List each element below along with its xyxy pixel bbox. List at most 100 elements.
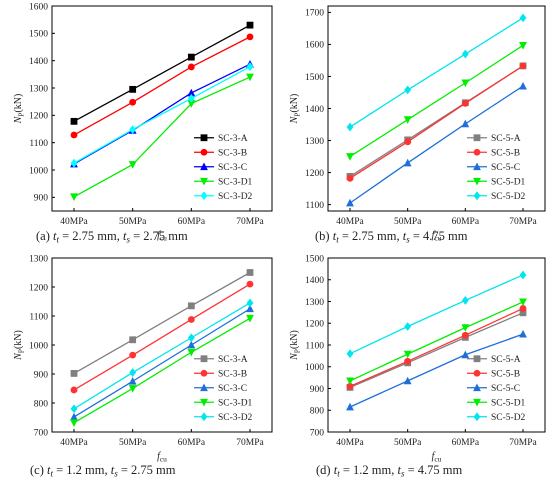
- y-tick-label: 1500: [305, 73, 324, 83]
- legend-entry: SC-3-B: [218, 370, 247, 380]
- data-point-SC-3-C: [70, 412, 78, 421]
- y-axis-label: NP(kN): [13, 330, 26, 361]
- data-point-SC-3-C: [187, 340, 196, 349]
- data-point-SC-3-B: [129, 351, 137, 359]
- legend-swatch-marker: [473, 355, 481, 363]
- y-tick-label: 700: [34, 428, 49, 438]
- legend-swatch-marker: [473, 191, 481, 201]
- series-line-SC-3-C: [73, 63, 251, 165]
- data-point-SC-3-A: [246, 21, 254, 29]
- series-line-SC-3-A: [73, 271, 251, 374]
- y-tick-label: 1100: [29, 312, 48, 322]
- legend-entry: SC-5-D1: [491, 399, 526, 409]
- panel-caption: (b) tt = 2.75 mm, ts = 4.75 mm: [315, 229, 468, 245]
- y-tick-label: 800: [310, 407, 325, 417]
- data-point-SC-5-D1: [346, 377, 354, 386]
- y-tick-label: 900: [34, 370, 49, 380]
- data-point-SC-5-B: [519, 62, 527, 70]
- y-tick-label: 1600: [29, 2, 48, 12]
- data-point-SC-3-B: [129, 98, 137, 106]
- series-line-SC-5-B: [349, 65, 524, 179]
- data-point-SC-5-D1: [346, 153, 354, 161]
- legend-entry: SC-5-C: [491, 163, 520, 173]
- y-tick-label: 1300: [305, 298, 324, 308]
- legend-swatch-marker: [473, 412, 481, 422]
- data-point-SC-5-D1: [461, 79, 470, 88]
- data-point-SC-3-D2: [246, 298, 254, 308]
- legend-swatch-marker: [200, 162, 208, 171]
- legend-swatch-marker: [200, 383, 208, 392]
- series-line-SC-3-D1: [73, 76, 251, 198]
- series-line-SC-3-B: [73, 36, 251, 136]
- chart-panel-c: 700 800 900 1000 1100 1200 1300 40MPa 50MPa 60MPa…: [13, 254, 273, 479]
- data-point-SC-5-B: [346, 382, 354, 390]
- data-point-SC-3-D1: [246, 314, 254, 323]
- legend-swatch-marker: [473, 369, 481, 377]
- data-point-SC-5-D2: [404, 322, 412, 331]
- series-line-SC-3-A: [73, 24, 251, 122]
- data-point-SC-5-C: [461, 119, 470, 128]
- y-tick-label: 1500: [305, 254, 324, 264]
- data-point-SC-3-C: [187, 88, 196, 97]
- legend-swatch-marker: [473, 398, 481, 407]
- y-tick-label: 1100: [305, 341, 324, 351]
- data-point-SC-3-D1: [187, 348, 196, 357]
- y-tick-label: 1200: [305, 169, 324, 179]
- data-point-SC-5-C: [403, 376, 412, 385]
- legend-entry: SC-3-A: [218, 355, 248, 365]
- y-axis-label: NP(kN): [289, 94, 302, 125]
- data-point-SC-3-D2: [187, 333, 195, 343]
- series-line-SC-3-D1: [73, 317, 251, 424]
- y-tick-label: 1200: [29, 112, 48, 122]
- x-tick-label: 70MPa: [509, 438, 537, 448]
- y-tick-label: 1100: [29, 139, 48, 149]
- chart-panel-b: 1100 1200 1300 1400 1500 1600 1700 40MPa 50MPa 60…: [289, 5, 546, 245]
- legend-swatch-marker: [200, 369, 208, 377]
- data-point-SC-5-C: [519, 81, 527, 90]
- data-point-SC-5-D2: [519, 13, 527, 23]
- y-tick-label: 1700: [305, 9, 324, 19]
- x-tick-label: 60MPa: [452, 438, 480, 448]
- x-tick-label: 40MPa: [336, 217, 364, 227]
- legend-entry: SC-3-D2: [218, 192, 253, 202]
- data-point-SC-5-B: [404, 357, 412, 365]
- x-axis-label: fcu: [157, 230, 167, 243]
- series-line-SC-5-D1: [349, 44, 524, 158]
- x-tick-label: 50MPa: [119, 217, 147, 227]
- panel-caption: (c) tt = 1.2 mm, ts = 2.75 mm: [30, 463, 176, 479]
- data-point-SC-3-B: [246, 280, 254, 288]
- y-tick-label: 900: [310, 385, 325, 395]
- x-tick-label: 50MPa: [394, 217, 422, 227]
- data-point-SC-3-A: [129, 85, 137, 93]
- data-point-SC-3-A: [129, 336, 137, 344]
- data-point-SC-5-D1: [519, 41, 527, 50]
- data-point-SC-3-D1: [246, 73, 254, 82]
- data-point-SC-3-A: [187, 302, 195, 310]
- data-point-SC-5-D2: [519, 270, 527, 280]
- series-line-SC-3-C: [73, 308, 251, 418]
- y-tick-label: 800: [34, 399, 49, 409]
- data-point-SC-3-D2: [187, 93, 195, 103]
- legend-swatch-marker: [200, 191, 208, 201]
- legend-swatch-marker: [200, 134, 208, 142]
- x-tick-label: 60MPa: [452, 217, 480, 227]
- data-point-SC-5-B: [404, 138, 412, 146]
- series-line-SC-5-C: [349, 85, 524, 204]
- legend-swatch-marker: [473, 162, 481, 171]
- x-axis-label: fcu: [432, 451, 442, 464]
- legend-swatch-marker: [200, 355, 208, 363]
- legend-entry: SC-5-D2: [491, 192, 526, 202]
- y-tick-label: 1400: [305, 105, 324, 115]
- y-tick-label: 1300: [29, 84, 48, 94]
- data-point-SC-3-C: [246, 304, 254, 313]
- series-line-SC-5-D2: [349, 17, 524, 128]
- x-tick-label: 40MPa: [60, 217, 88, 227]
- legend-entry: SC-3-D1: [218, 178, 253, 188]
- series-line-SC-3-D2: [73, 66, 251, 164]
- y-tick-label: 1100: [305, 201, 324, 211]
- data-point-SC-3-D1: [187, 100, 196, 108]
- panel-caption: (a) tt = 2.75 mm, ts = 2.75 mm: [36, 229, 188, 245]
- y-tick-label: 1300: [305, 137, 324, 147]
- data-point-SC-5-C: [461, 350, 470, 359]
